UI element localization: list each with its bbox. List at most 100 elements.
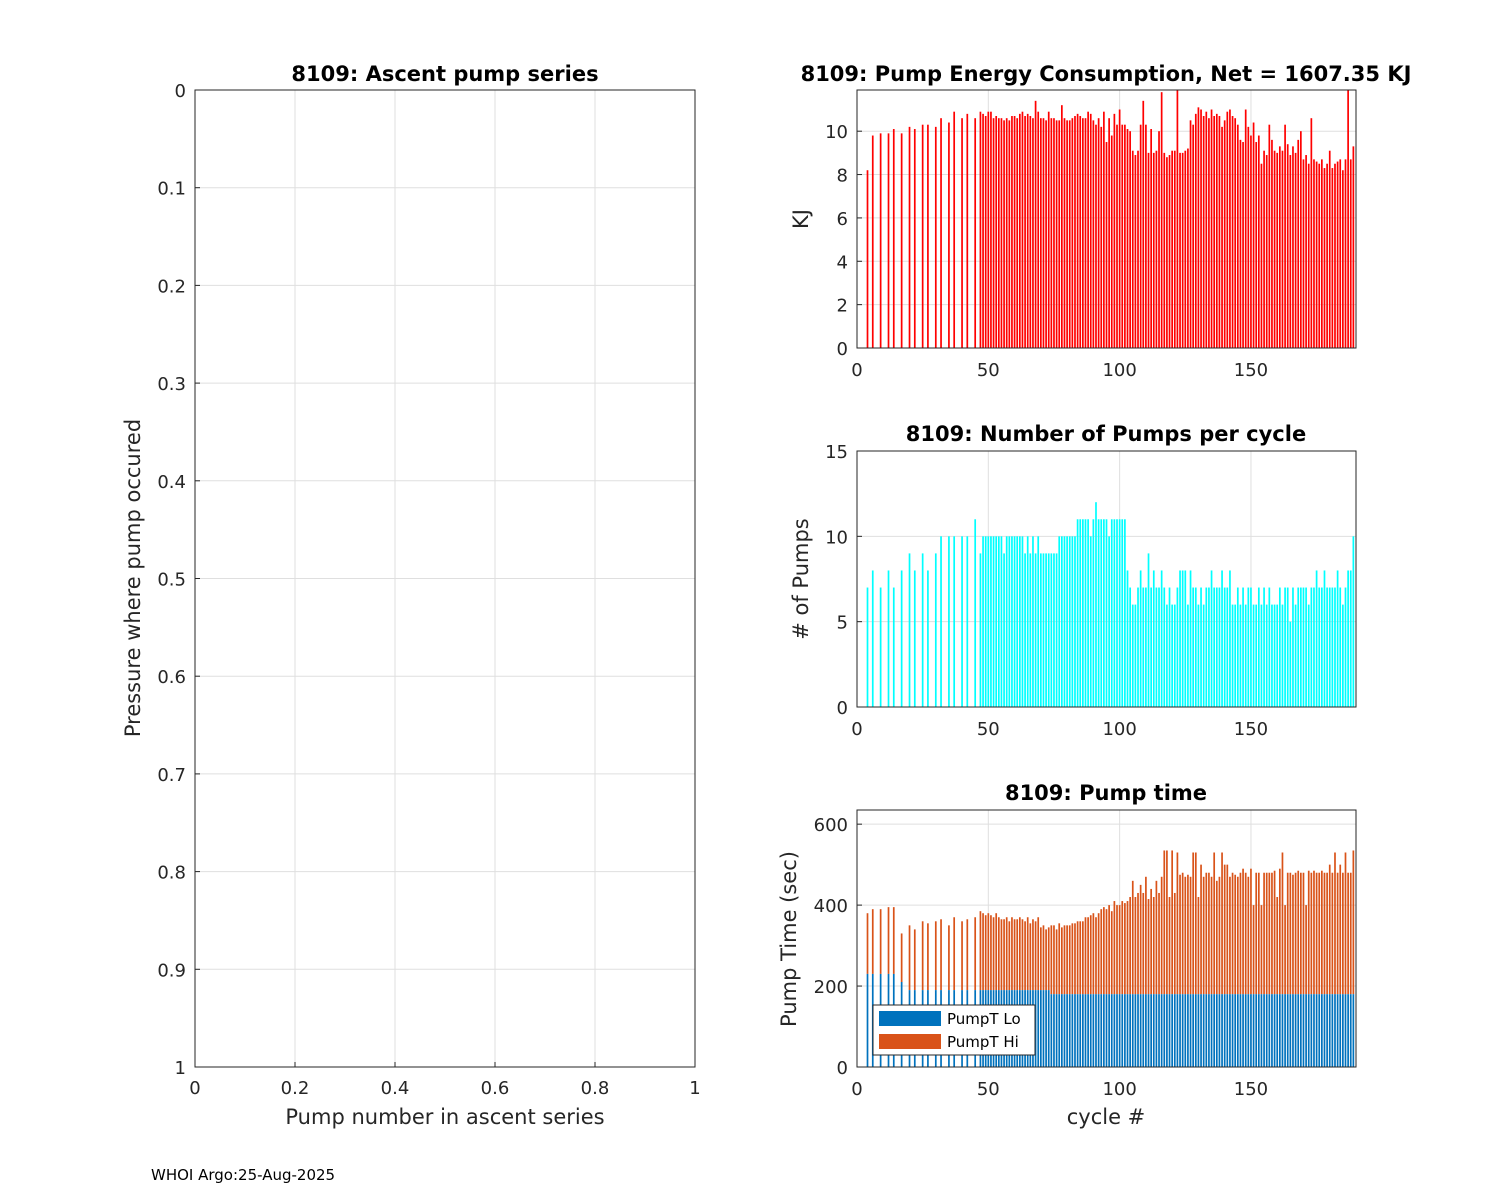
pumptime-chart-title: 8109: Pump time <box>1005 781 1207 805</box>
energy-bar <box>1092 120 1095 349</box>
pumps-bar <box>1281 604 1284 707</box>
energy-bar <box>1089 113 1092 348</box>
ascent-xtick-label: 0.8 <box>581 1078 610 1099</box>
energy-ytick-label: 0 <box>837 339 848 360</box>
pumptime-hi-bar <box>997 917 1000 991</box>
ascent-ytick-label: 0.8 <box>157 863 186 884</box>
energy-bar <box>1171 150 1174 348</box>
pumptime-lo-bar <box>1336 994 1339 1067</box>
energy-bar <box>1187 148 1189 348</box>
pumps-bar <box>966 536 969 707</box>
pumptime-hi-bar <box>1171 850 1174 995</box>
footer-credit: WHOI Argo:25-Aug-2025 <box>151 1166 336 1184</box>
energy-bar <box>1339 159 1342 348</box>
pumptime-lo-bar <box>1289 994 1292 1067</box>
pumptime-lo-bar <box>1034 990 1037 1067</box>
pumptime-hi-bar <box>1176 852 1179 995</box>
pumptime-hi-bar <box>921 921 924 991</box>
pumptime-lo-bar <box>1045 990 1047 1067</box>
pumptime-hi-bar <box>1042 925 1045 991</box>
energy-bar <box>1181 152 1184 348</box>
energy-bar <box>1210 109 1213 348</box>
pumptime-hi-bar <box>1061 927 1063 995</box>
pumptime-hi-bar <box>1234 874 1237 995</box>
pumptime-hi-bar <box>1071 923 1074 995</box>
pumps-bar <box>1263 587 1265 707</box>
pumps-bar <box>1294 604 1297 707</box>
pumptime-hi-bar <box>1005 917 1008 991</box>
pumptime-hi-bar <box>892 907 895 974</box>
energy-bar <box>1061 105 1063 348</box>
pumps-bar <box>1205 587 1208 707</box>
pumps-bar <box>1265 604 1268 707</box>
pumptime-hi-bar <box>1155 880 1158 995</box>
energy-bar <box>1105 142 1108 348</box>
pumps-bar <box>982 536 984 707</box>
energy-bar <box>1124 124 1126 348</box>
pumptime-lo-bar <box>1268 994 1271 1067</box>
pumptime-hi-bar <box>1079 921 1082 995</box>
pumps-bar <box>1268 587 1271 707</box>
energy-bar <box>1137 150 1139 348</box>
ascent-pump-series-chart: 8109: Ascent pump series 0 0.2 0.4 0.6 0.8 10… <box>121 62 701 1129</box>
pumptime-hi-bar <box>1003 919 1005 991</box>
pumptime-hi-bar <box>1097 913 1100 995</box>
pumps-bar <box>1066 536 1068 707</box>
pumptime-lo-bar <box>1313 994 1315 1067</box>
pumptime-lo-bar <box>1137 994 1139 1067</box>
pumps-bars <box>866 502 1355 707</box>
pumps-bar <box>1110 519 1113 707</box>
pumptime-hi-bar <box>1255 872 1258 995</box>
pumptime-lo-bar <box>1297 994 1300 1067</box>
pumps-bar <box>1079 519 1082 707</box>
pumptime-lo-bar <box>1281 994 1284 1067</box>
pumps-bar <box>1344 587 1347 707</box>
pumptime-hi-bar <box>953 917 956 991</box>
ascent-ytick-label: 0.5 <box>157 570 186 591</box>
pumptime-hi-bar <box>1292 874 1294 995</box>
pumptime-lo-bar <box>1100 994 1103 1067</box>
energy-axes-box <box>856 89 1357 349</box>
pumptime-lo-bar <box>1076 994 1079 1067</box>
pumps-bar <box>1011 536 1013 707</box>
pumps-bar <box>1124 519 1126 707</box>
pumps-bar <box>1239 604 1242 707</box>
energy-bar <box>1076 113 1079 348</box>
energy-bar <box>1131 150 1134 348</box>
ascent-ytick-label: 0.4 <box>157 472 186 493</box>
pumptime-hi-bar <box>1047 927 1050 991</box>
energy-bar <box>1179 152 1181 348</box>
pumptime-hi-bar <box>934 921 937 991</box>
pumptime-lo-bar <box>1236 994 1239 1067</box>
pumptime-lo-bar <box>1168 994 1171 1067</box>
pumps-xtick-label: 150 <box>1234 719 1268 740</box>
pumptime-hi-bar <box>1315 872 1318 995</box>
pumptime-hi-bar <box>1223 864 1226 995</box>
pumps-bar <box>908 553 911 707</box>
pumptime-hi-bar <box>1110 911 1113 995</box>
energy-bar <box>1160 92 1163 349</box>
pumps-bar <box>948 536 950 707</box>
pumptime-hi-bar <box>1013 919 1016 991</box>
pumps-bar <box>1058 536 1061 707</box>
pumptime-lo-bar <box>1171 994 1174 1067</box>
energy-bar <box>1281 150 1284 348</box>
pumps-bar <box>1116 519 1118 707</box>
energy-bar <box>1260 163 1263 348</box>
pumps-bar <box>990 536 992 707</box>
pumptime-lo-bar <box>1147 994 1150 1067</box>
pumptime-hi-bar <box>1302 872 1305 995</box>
energy-bar <box>1297 139 1300 348</box>
pumptime-lo-bar <box>1260 994 1263 1067</box>
pumps-bar <box>1292 587 1294 707</box>
pumps-bar <box>1305 587 1307 707</box>
pumptime-lo-bar <box>1305 994 1307 1067</box>
pumptime-hi-bar <box>1147 899 1150 995</box>
pumps-bar <box>974 519 977 707</box>
pumptime-lo-bar <box>1160 994 1163 1067</box>
pumptime-hi-bar <box>1032 919 1034 991</box>
energy-bar <box>1229 109 1231 348</box>
pumptime-hi-bar <box>974 917 977 991</box>
pumptime-lo-bar <box>1150 994 1152 1067</box>
pumps-bar <box>1026 536 1029 707</box>
